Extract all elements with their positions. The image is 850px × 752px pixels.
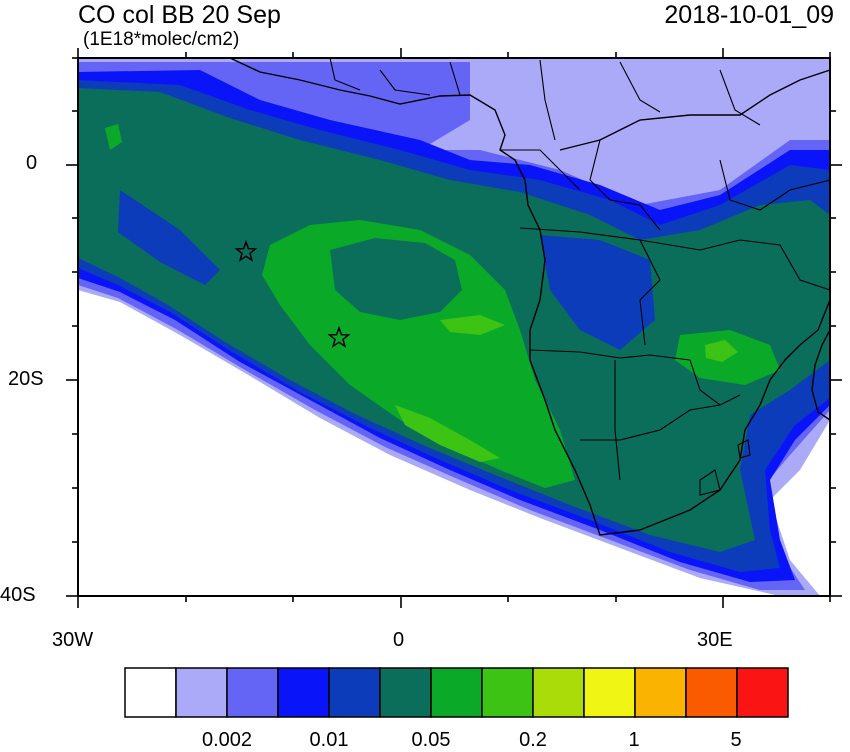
timestamp-label: 2018-10-01_09	[664, 1, 834, 29]
border-tanzania	[719, 159, 830, 211]
colorbar-label-1: 1	[628, 729, 640, 751]
country-borders	[329, 58, 830, 496]
border-zimbabwe	[689, 359, 741, 406]
lon-label-30e: 30E	[697, 629, 733, 651]
plume-patch-blue-continent	[540, 235, 655, 350]
colorbar-box-6	[430, 667, 483, 718]
border-congo	[500, 149, 581, 191]
border-zambia	[639, 239, 830, 291]
border-west-africa-1	[329, 58, 361, 91]
colorbar-label-0-05: 0.05	[411, 729, 451, 751]
colorbar-box-9	[583, 667, 636, 718]
plume-patch-blue-north	[118, 190, 220, 285]
axis-ticks	[66, 48, 842, 608]
lon-label-0: 0	[393, 629, 405, 651]
colorbar-box-2	[226, 667, 279, 718]
border-botswana-south	[580, 404, 721, 441]
lat-label-20s: 20S	[8, 368, 44, 390]
border-eswatini	[737, 439, 751, 459]
co-column-field	[78, 58, 830, 596]
colorbar-box-8	[532, 667, 585, 718]
lat-label-40s: 40S	[0, 584, 36, 606]
colorbar-box-1	[175, 667, 228, 718]
border-lesotho	[699, 469, 721, 496]
border-drc	[589, 139, 661, 231]
colorbar-label-5: 5	[730, 729, 742, 751]
africa-coastline	[229, 58, 830, 536]
lon-label-30w: 30W	[52, 629, 94, 651]
units-label: (1E18*molec/cm2)	[83, 29, 240, 50]
plume-green-inner-gap	[330, 238, 462, 320]
border-namibia-north	[529, 349, 691, 361]
colorbar-box-12	[736, 667, 789, 718]
map-frame	[77, 57, 831, 597]
border-namibia-east	[614, 360, 621, 481]
colorbar-label-0-01: 0.01	[309, 729, 349, 751]
border-west-africa-2	[379, 69, 431, 96]
lat-label-0: 0	[26, 152, 38, 174]
colorbar-box-7	[481, 667, 534, 718]
plume-level-yellowgreen-1	[395, 405, 500, 462]
colorbar-box-3	[277, 667, 330, 718]
colorbar-box-11	[685, 667, 738, 718]
border-ethiopia	[719, 69, 761, 126]
colorbar-label-0-002: 0.002	[201, 729, 253, 751]
north-coast-east	[559, 69, 830, 151]
coastlines	[229, 58, 830, 536]
colorbar-box-10	[634, 667, 687, 718]
border-cameroon	[539, 59, 556, 141]
colorbar-box-0	[124, 667, 177, 718]
colorbar-label-0-2: 0.2	[519, 729, 547, 751]
plume-level-yellowgreen-2	[705, 340, 738, 362]
plume-level-yellowgreen-3	[440, 315, 505, 335]
colorbar-box-5	[379, 667, 432, 718]
colorbar-box-4	[328, 667, 381, 718]
border-sudan	[619, 61, 661, 113]
map-title: CO col BB 20 Sep	[78, 1, 281, 29]
border-west-africa-3	[449, 61, 461, 96]
star-marker-2	[327, 325, 351, 348]
madagascar-coast	[811, 329, 830, 421]
star-marker-1	[234, 239, 258, 262]
plume-green-northwest	[105, 124, 122, 150]
colorbar	[124, 667, 789, 718]
border-angola-north	[519, 227, 661, 346]
